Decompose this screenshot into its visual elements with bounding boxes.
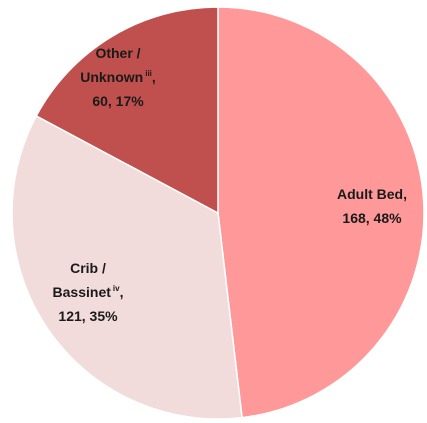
category-text: Bassinet: [53, 284, 112, 300]
label-line: Unknown iii,: [80, 69, 156, 85]
value-label: 168, 48%: [342, 210, 402, 226]
separator: ,: [120, 284, 124, 300]
footnote-marker: iii: [145, 69, 152, 78]
category-text: Unknown: [80, 69, 143, 85]
footnote-marker: iv: [113, 284, 120, 293]
pie-slice: [217, 6, 425, 419]
label-line: Bassinet iv,: [53, 284, 124, 300]
slice-label: Other / Unknown iii, 60, 17%: [80, 45, 156, 109]
label-line: Other /: [95, 45, 140, 61]
pie-slice: [35, 6, 219, 215]
separator: ,: [403, 186, 407, 202]
slice-label: Crib / Bassinet iv, 121, 35%: [53, 260, 124, 324]
category-text: Crib /: [70, 260, 106, 276]
value-label: 60, 17%: [92, 93, 144, 109]
label-line: Crib /: [70, 260, 106, 276]
label-line: Adult Bed,: [337, 186, 407, 202]
pie-slice: [11, 114, 243, 420]
slice-label: Adult Bed, 168, 48%: [337, 186, 407, 226]
value-label: 121, 35%: [58, 308, 118, 324]
category-text: Other /: [95, 45, 140, 61]
separator: ,: [152, 69, 156, 85]
category-text: Adult Bed: [337, 186, 403, 202]
